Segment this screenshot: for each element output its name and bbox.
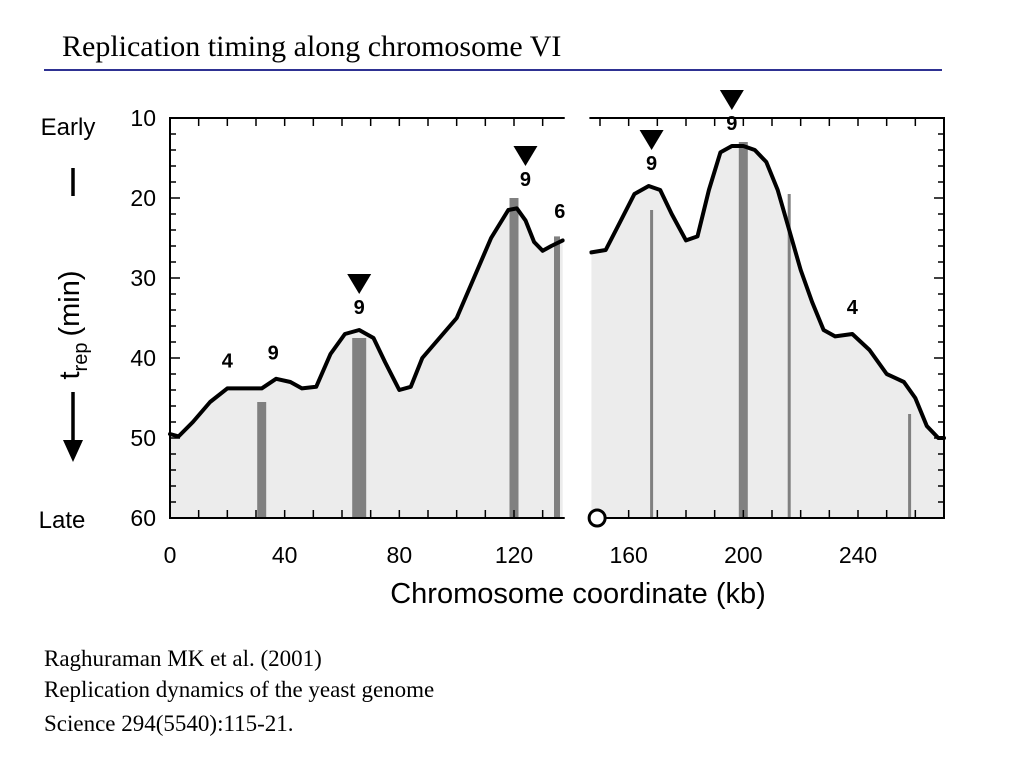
reference-title: Replication dynamics of the yeast genome: [44, 677, 435, 702]
x-tick-label: 160: [609, 542, 647, 568]
x-axis-label: Chromosome coordinate (kb): [390, 578, 766, 610]
x-tick-label: 200: [724, 542, 762, 568]
late-label: Late: [39, 507, 86, 534]
origin-bars: [257, 142, 912, 518]
y-tick-label: 30: [130, 265, 156, 291]
early-label: Early: [41, 114, 96, 141]
area-right: [591, 146, 944, 518]
triangle-marker-icon: [347, 274, 372, 294]
triangle-marker-icon: [639, 130, 664, 150]
curve-left: [168, 206, 565, 439]
x-tick-labels: 0 40 80 120 160 200 240: [164, 542, 878, 568]
down-arrow-icon: [63, 392, 83, 462]
origin-bar: [257, 402, 267, 518]
y-tick-label: 50: [130, 425, 156, 451]
plot-frame: [169, 117, 945, 519]
annotation-label: 9: [354, 297, 365, 319]
origin-bar: [554, 236, 560, 518]
annotation-label: 9: [268, 343, 279, 365]
origin-annotations: 4 9 9 9 6 9 9 4: [222, 90, 859, 373]
annotation-label: 9: [520, 169, 531, 191]
y-tick-label: 60: [130, 505, 156, 531]
annotation-label: 4: [847, 297, 859, 319]
centromere-marker: [587, 508, 607, 528]
slide-title: Replication timing along chromosome VI: [62, 30, 562, 63]
annotation-label: 9: [646, 153, 657, 175]
y-axis-label-unit: (min): [54, 270, 86, 336]
y-tick-label: 40: [130, 345, 156, 371]
x-tick-label: 240: [839, 542, 877, 568]
x-tick-label: 0: [164, 542, 177, 568]
area-layer: [170, 146, 944, 518]
replication-timing-chart: 0 40 80 120 160 200 240 10 20 30 40 50 60 4 9 9 9 6 9 94 …: [39, 90, 946, 610]
x-tick-label: 80: [387, 542, 413, 568]
origin-bar: [738, 142, 748, 518]
y-axis-label-sub: rep: [70, 343, 92, 372]
x-tick-label: 40: [272, 542, 298, 568]
origin-bar: [908, 414, 912, 518]
y-tick-label: 20: [130, 185, 156, 211]
triangle-marker-icon: [513, 146, 538, 166]
origin-bar: [509, 198, 519, 518]
timing-curves: [168, 144, 946, 440]
annotation-label: 9: [726, 113, 737, 135]
curve-right: [589, 144, 946, 440]
origin-bar: [352, 338, 367, 518]
triangle-marker-icon: [719, 90, 744, 110]
y-tick-label: 10: [130, 105, 156, 131]
reference-journal: Science 294(5540):115-21.: [44, 711, 294, 736]
reference-authors: Raghuraman MK et al. (2001): [44, 646, 322, 671]
area-left: [170, 208, 563, 518]
chromosome-gap: [564, 114, 590, 522]
x-tick-label: 120: [495, 542, 533, 568]
y-axis-label-main: t: [54, 371, 86, 379]
annotation-label: 6: [554, 201, 565, 223]
origin-bar: [650, 210, 654, 518]
minor-ticks: [169, 117, 945, 519]
y-axis-label: trep (min): [54, 270, 92, 379]
title-divider: [44, 69, 942, 71]
y-tick-labels: 10 20 30 40 50 60: [130, 105, 156, 531]
annotation-label: 4: [222, 351, 234, 373]
origin-bar: [787, 194, 791, 518]
